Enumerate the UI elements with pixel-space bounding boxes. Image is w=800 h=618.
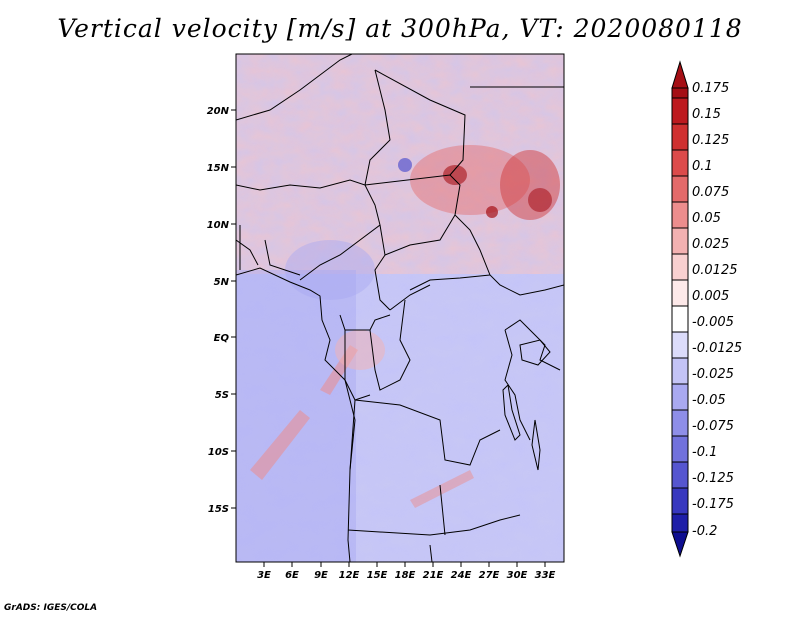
colorbar-label: 0.075 bbox=[692, 185, 729, 200]
colorbar-box bbox=[671, 461, 689, 489]
chart-title: Vertical velocity [m/s] at 300hPa, VT: 2… bbox=[57, 14, 743, 43]
lat-axis: 20N 15N 10N 5N EQ 5S 10S 15S bbox=[207, 106, 236, 515]
colorbar-label: -0.075 bbox=[692, 419, 734, 434]
lon-label-30e: 30E bbox=[507, 570, 528, 581]
colorbar-box bbox=[671, 227, 689, 255]
colorbar-label: -0.2 bbox=[692, 524, 717, 539]
lon-label-15e: 15E bbox=[367, 570, 388, 581]
lat-label-eq: EQ bbox=[214, 333, 230, 344]
colorbar-box bbox=[671, 487, 689, 515]
colorbar-top-arrow bbox=[671, 60, 689, 89]
grads-credit: GrADS: IGES/COLA bbox=[4, 603, 98, 613]
colorbar-box bbox=[671, 305, 689, 333]
colorbar-box bbox=[671, 357, 689, 385]
colorbar-label: 0.005 bbox=[692, 289, 729, 304]
colorbar-label: -0.025 bbox=[692, 367, 734, 382]
coastline bbox=[236, 267, 356, 471]
plot-frame bbox=[235, 53, 565, 563]
colorbar-label: -0.175 bbox=[692, 497, 734, 512]
lon-label-9e: 9E bbox=[314, 570, 328, 581]
lat-label-20n: 20N bbox=[207, 106, 230, 117]
colorbar-label: -0.125 bbox=[692, 471, 734, 486]
lon-label-33e: 33E bbox=[535, 570, 556, 581]
colorbar-label: -0.0125 bbox=[692, 341, 742, 356]
colorbar-box bbox=[671, 383, 689, 411]
colorbar-label: 0.1 bbox=[692, 159, 713, 174]
lon-label-18e: 18E bbox=[395, 570, 416, 581]
colorbar-box bbox=[671, 435, 689, 463]
lake-malawi bbox=[531, 419, 541, 471]
colorbar-label: 0.125 bbox=[692, 133, 729, 148]
lat-label-10n: 10N bbox=[207, 220, 230, 231]
colorbar-box bbox=[671, 87, 689, 99]
colorbar-label: -0.1 bbox=[692, 445, 717, 460]
colorbar-label: 0.05 bbox=[692, 211, 721, 226]
colorbar-box bbox=[671, 97, 689, 125]
lon-label-24e: 24E bbox=[451, 570, 472, 581]
colorbar-box bbox=[671, 331, 689, 359]
colorbar: 0.175 0.15 0.125 0.1 0.075 0.05 0.025 0.… bbox=[671, 60, 742, 558]
lat-label-15n: 15N bbox=[207, 163, 230, 174]
colorbar-box bbox=[671, 175, 689, 203]
lon-label-6e: 6E bbox=[285, 570, 299, 581]
lat-label-15s: 15S bbox=[208, 504, 229, 515]
colorbar-box bbox=[671, 123, 689, 151]
colorbar-bottom-arrow bbox=[671, 531, 689, 558]
lat-label-10s: 10S bbox=[208, 447, 229, 458]
colorbar-box bbox=[671, 279, 689, 307]
colorbar-box bbox=[671, 201, 689, 229]
lon-label-27e: 27E bbox=[479, 570, 500, 581]
lon-label-21e: 21E bbox=[423, 570, 444, 581]
lon-axis: 3E 6E 9E 12E 15E 18E 21E 24E 27E 30E 33E bbox=[257, 562, 556, 581]
colorbar-label: -0.05 bbox=[692, 393, 726, 408]
lake-victoria bbox=[519, 339, 551, 366]
colorbar-box bbox=[671, 253, 689, 281]
colorbar-box bbox=[671, 149, 689, 177]
colorbar-label: 0.15 bbox=[692, 107, 721, 122]
lat-label-5s: 5S bbox=[215, 390, 229, 401]
lon-label-12e: 12E bbox=[339, 570, 360, 581]
colorbar-label: 0.025 bbox=[692, 237, 729, 252]
colorbar-label: 0.0125 bbox=[692, 263, 738, 278]
country-borders bbox=[236, 54, 564, 562]
velocity-field bbox=[236, 54, 564, 562]
colorbar-label: -0.005 bbox=[692, 315, 734, 330]
colorbar-box bbox=[671, 409, 689, 437]
colorbar-box bbox=[671, 513, 689, 533]
lake-tanganyika bbox=[502, 383, 521, 441]
lat-label-5n: 5N bbox=[214, 277, 230, 288]
lon-label-3e: 3E bbox=[257, 570, 271, 581]
colorbar-label: 0.175 bbox=[692, 81, 729, 96]
